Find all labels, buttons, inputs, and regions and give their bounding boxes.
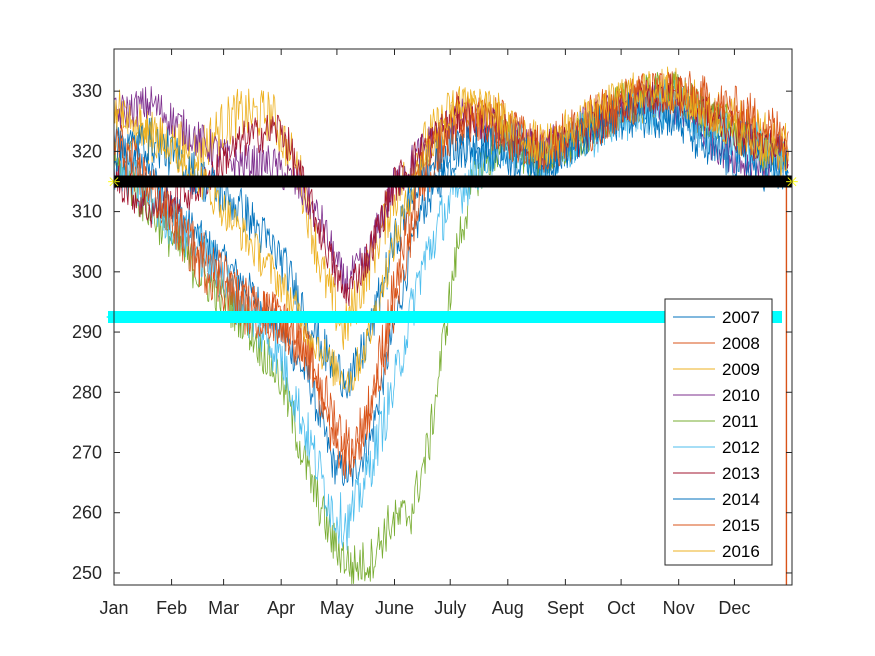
legend: 2007 2008 2009 2010 2011 2012 2013 2014 2015 2016 xyxy=(664,298,773,566)
y-tick-label: 330 xyxy=(72,81,102,101)
x-tick-label: Sept xyxy=(547,598,584,618)
y-tick-label: 290 xyxy=(72,322,102,342)
legend-label: 2011 xyxy=(722,412,759,431)
series-line-2016 xyxy=(113,72,789,393)
legend-label: 2016 xyxy=(722,542,760,561)
y-tick-label: 310 xyxy=(72,202,102,222)
legend-label: 2010 xyxy=(722,386,760,405)
legend-label: 2012 xyxy=(722,438,760,457)
ticks-layer: Jan Feb Mar Apr May June July Aug Sept Oct Nov Dec 2… xyxy=(72,49,792,618)
y-tick-label: 260 xyxy=(72,503,102,523)
x-tick-label: Mar xyxy=(208,598,239,618)
x-tick-label: Jan xyxy=(99,598,128,618)
x-tick-label: Apr xyxy=(267,598,295,618)
x-tick-label: Oct xyxy=(607,598,635,618)
legend-label: 2013 xyxy=(722,464,760,483)
x-tick-label: Dec xyxy=(718,598,750,618)
series-line-2013 xyxy=(113,73,789,307)
x-tick-label: Nov xyxy=(663,598,695,618)
y-tick-label: 320 xyxy=(72,141,102,161)
x-tick-label: Aug xyxy=(492,598,524,618)
y-tick-label: 270 xyxy=(72,443,102,463)
legend-label: 2014 xyxy=(722,490,760,509)
x-tick-label: June xyxy=(375,598,414,618)
series-line-2009 xyxy=(113,66,789,350)
y-tick-label: 280 xyxy=(72,382,102,402)
y-tick-label: 250 xyxy=(72,563,102,583)
x-tick-label: May xyxy=(320,598,354,618)
y-tick-label: 300 xyxy=(72,262,102,282)
legend-label: 2015 xyxy=(722,516,760,535)
x-tick-label: Feb xyxy=(156,598,187,618)
x-tick-label: July xyxy=(434,598,466,618)
legend-label: 2008 xyxy=(722,334,760,353)
legend-label: 2007 xyxy=(722,308,760,327)
legend-label: 2009 xyxy=(722,360,760,379)
plot-frame xyxy=(113,48,793,586)
reference-arrow-cyan xyxy=(106,311,118,323)
